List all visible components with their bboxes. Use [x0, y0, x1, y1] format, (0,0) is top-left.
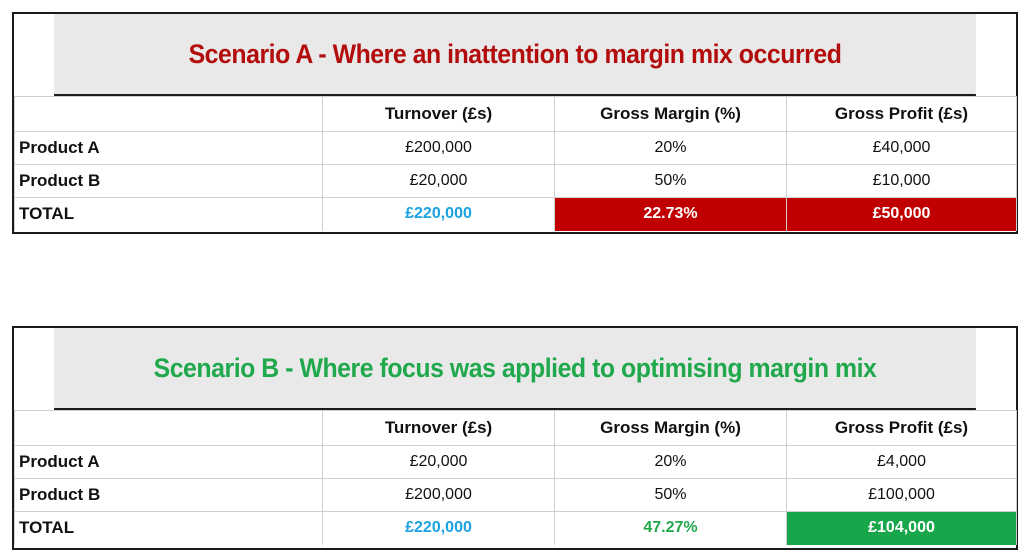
- total-profit-cell: £104,000: [786, 511, 1017, 545]
- row-label: Product A: [14, 445, 323, 479]
- turnover-cell: £20,000: [322, 445, 555, 479]
- profit-cell: £40,000: [786, 131, 1017, 165]
- scenario-a-title: Scenario A - Where an inattention to mar…: [54, 14, 976, 96]
- turnover-cell: £200,000: [322, 131, 555, 165]
- header-gross-profit: Gross Profit (£s): [786, 410, 1017, 446]
- table-row: Product B £200,000 50% £100,000: [14, 478, 1017, 512]
- total-row: TOTAL £220,000 22.73% £50,000: [14, 197, 1017, 231]
- header-gross-profit: Gross Profit (£s): [786, 96, 1017, 132]
- total-profit-cell: £50,000: [786, 197, 1017, 231]
- total-turnover-cell: £220,000: [322, 511, 555, 545]
- header-gross-margin: Gross Margin (%): [554, 410, 787, 446]
- header-row: Turnover (£s) Gross Margin (%) Gross Pro…: [14, 410, 1017, 446]
- header-blank: [14, 410, 323, 446]
- scenario-b-table: Scenario B - Where focus was applied to …: [12, 326, 1018, 550]
- total-margin-cell: 22.73%: [554, 197, 787, 231]
- scenario-a-grid: Turnover (£s) Gross Margin (%) Gross Pro…: [14, 96, 1017, 231]
- header-row: Turnover (£s) Gross Margin (%) Gross Pro…: [14, 96, 1017, 132]
- margin-cell: 20%: [554, 131, 787, 165]
- row-label: Product B: [14, 164, 323, 198]
- total-row: TOTAL £220,000 47.27% £104,000: [14, 511, 1017, 545]
- margin-cell: 50%: [554, 478, 787, 512]
- table-row: Product A £20,000 20% £4,000: [14, 445, 1017, 479]
- header-turnover: Turnover (£s): [322, 410, 555, 446]
- turnover-cell: £20,000: [322, 164, 555, 198]
- header-gross-margin: Gross Margin (%): [554, 96, 787, 132]
- row-label: Product A: [14, 131, 323, 165]
- row-label: Product B: [14, 478, 323, 512]
- header-blank: [14, 96, 323, 132]
- scenario-b-grid: Turnover (£s) Gross Margin (%) Gross Pro…: [14, 410, 1017, 545]
- total-label: TOTAL: [14, 197, 323, 231]
- turnover-cell: £200,000: [322, 478, 555, 512]
- total-margin-cell: 47.27%: [554, 511, 787, 545]
- margin-cell: 50%: [554, 164, 787, 198]
- total-turnover-cell: £220,000: [322, 197, 555, 231]
- scenario-a-table: Scenario A - Where an inattention to mar…: [12, 12, 1018, 234]
- scenario-b-title: Scenario B - Where focus was applied to …: [54, 328, 976, 410]
- table-row: Product B £20,000 50% £10,000: [14, 164, 1017, 198]
- profit-cell: £4,000: [786, 445, 1017, 479]
- table-row: Product A £200,000 20% £40,000: [14, 131, 1017, 165]
- profit-cell: £10,000: [786, 164, 1017, 198]
- header-turnover: Turnover (£s): [322, 96, 555, 132]
- total-label: TOTAL: [14, 511, 323, 545]
- margin-cell: 20%: [554, 445, 787, 479]
- profit-cell: £100,000: [786, 478, 1017, 512]
